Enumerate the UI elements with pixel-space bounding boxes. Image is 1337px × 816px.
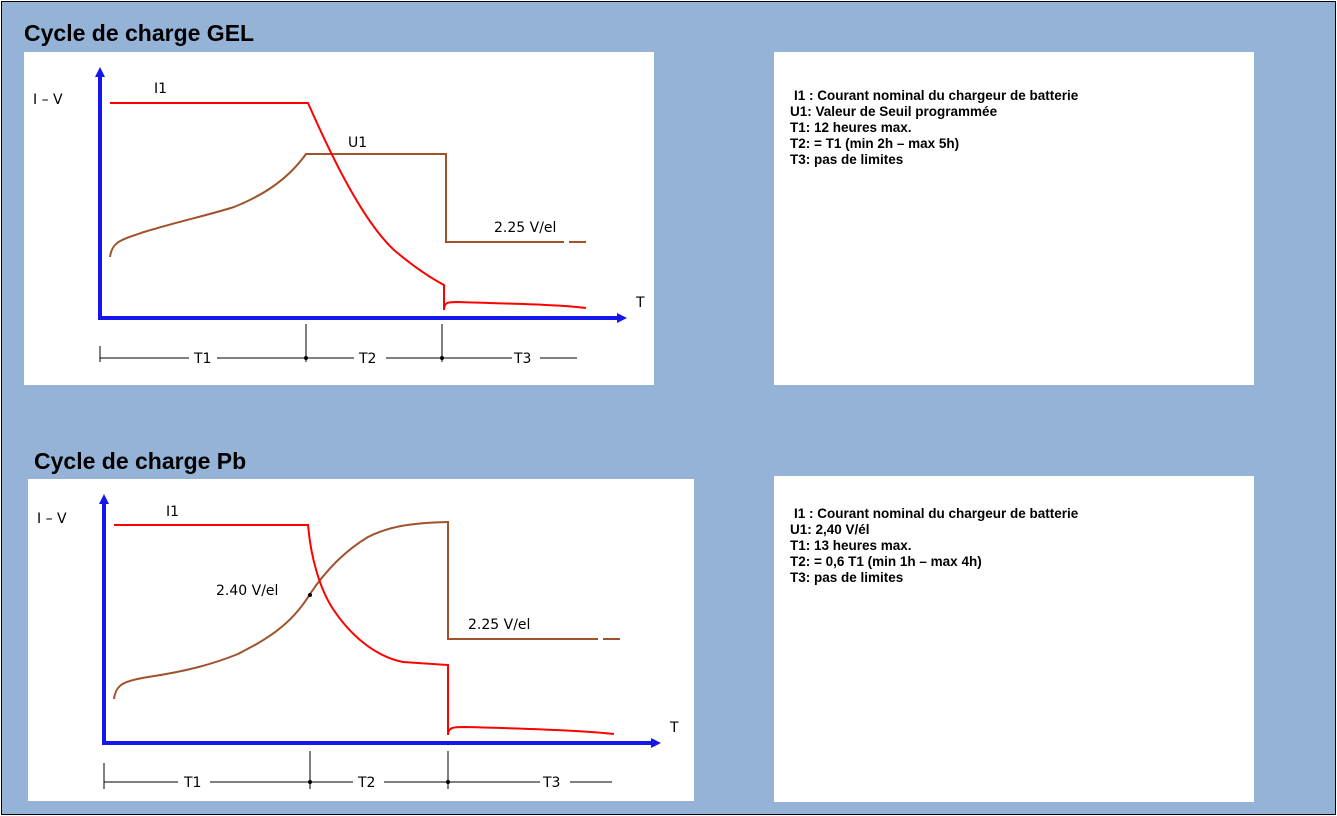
gel-phase-dot-2 [440,356,444,360]
gel-voltage-curve [109,153,564,258]
pb-legend-line: T3: pas de limites [790,570,904,585]
pb-phase-label-t1: T1 [183,775,201,791]
gel-x-axis-label: T [635,295,645,311]
gel-curve-i-label: I1 [154,81,167,97]
pb-phase-dot-2 [446,780,450,784]
pb-phase-label-t3: T3 [542,775,560,791]
gel-legend-panel: I1 : Courant nominal du chargeur de batt… [774,52,1254,385]
gel-legend-line: T1: 12 heures max. [790,120,912,135]
gel-diagram-panel: I – V T U1 2.25 V/el I1 T1 T2 T3 [24,52,654,385]
gel-voltage-float-label: 2.25 V/el [494,220,556,236]
gel-legend-line: U1: Valeur de Seuil programmée [790,104,998,119]
gel-y-axis-arrow [95,67,105,77]
pb-legend-line: T1: 13 heures max. [790,538,912,553]
gel-legend-line: T2: = T1 (min 2h – max 5h) [790,136,960,151]
gel-legend-line: T3: pas de limites [790,152,904,167]
pb-legend-line: T2: = 0,6 T1 (min 1h – max 4h) [790,554,982,569]
pb-y-axis-label: I – V [37,511,67,527]
pb-y-axis-arrow [99,494,109,504]
gel-current-curve [110,102,587,311]
gel-phase-label-t2: T2 [358,351,376,367]
pb-phase-dot-1 [308,780,312,784]
gel-legend-line: I1 : Courant nominal du chargeur de batt… [794,88,1079,103]
pb-voltage-threshold-label: 2.40 V/el [216,583,278,599]
pb-voltage-curve [113,520,598,700]
gel-heading: Cycle de charge GEL [24,20,255,46]
pb-voltage-float-label: 2.25 V/el [468,617,530,633]
gel-phase-label-t1: T1 [193,351,211,367]
pb-current-curve [114,524,615,736]
gel-x-axis-arrow [617,313,627,323]
pb-legend-line: U1: 2,40 V/él [790,522,870,537]
gel-diagram: I – V T U1 2.25 V/el I1 T1 T2 T3 [33,67,645,367]
pb-x-axis-arrow [651,738,661,748]
gel-phase-label-t3: T3 [513,351,531,367]
pb-x-axis-label: T [669,720,679,736]
gel-y-axis-label: I – V [33,92,63,108]
pb-legend-panel: I1 : Courant nominal du chargeur de batt… [774,476,1254,802]
gel-phase-dot-1 [304,356,308,360]
pb-curve-i-label: I1 [166,504,179,520]
pb-threshold-marker [308,593,312,597]
pb-phase-label-t2: T2 [357,775,375,791]
pb-legend-line: I1 : Courant nominal du chargeur de batt… [794,506,1079,521]
gel-curve-u-label: U1 [348,135,367,151]
pb-heading: Cycle de charge Pb [34,448,247,474]
pb-diagram-panel: I – V T 2.25 V/el 2.40 V/el I1 T1 T2 T3 [28,479,694,801]
pb-diagram: I – V T 2.25 V/el 2.40 V/el I1 T1 T2 T3 [37,494,679,791]
